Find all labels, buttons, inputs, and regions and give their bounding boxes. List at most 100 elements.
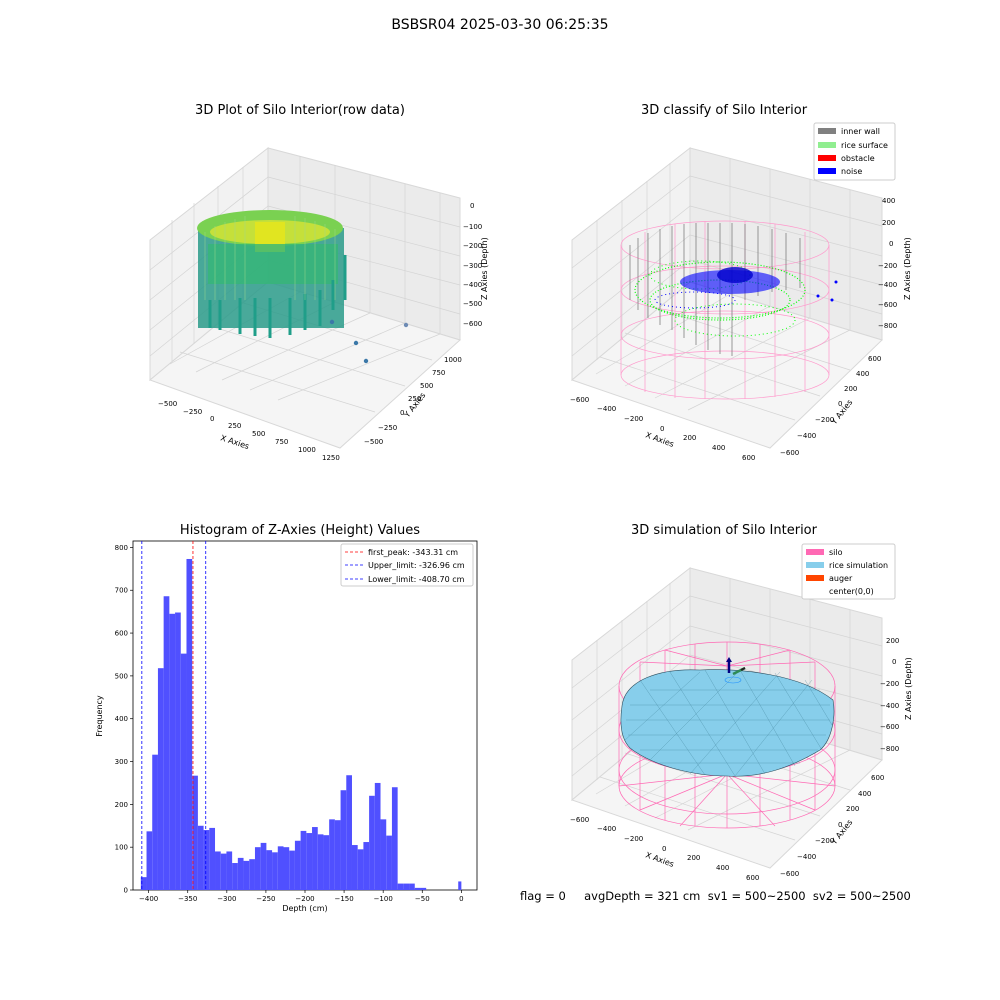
legend-swatch-rice-surface	[818, 142, 836, 148]
simulation-ytick: 0	[838, 821, 842, 829]
legend-label: obstacle	[841, 154, 875, 163]
histogram-bar	[272, 852, 278, 890]
histogram-bar	[420, 887, 427, 890]
histogram-ytick-label: 600	[115, 630, 128, 638]
histogram-bar	[317, 834, 324, 890]
simulation-legend: silo rice simulation auger center(0,0)	[801, 543, 896, 600]
classify-ytick: 0	[838, 400, 842, 408]
raw-xtick: 750	[275, 438, 288, 446]
histogram-legend: first_peak: -343.31 cm Upper_limit: -326…	[340, 543, 474, 587]
histogram-bar	[209, 827, 216, 890]
histogram-ytick-label: 100	[115, 844, 128, 852]
classify-xlabel: X Axies	[644, 430, 675, 449]
classify-ytick: −200	[815, 416, 834, 424]
simulation-ztick: −600	[880, 723, 899, 731]
histogram-bars	[140, 558, 462, 890]
histogram-bar	[351, 845, 358, 890]
raw-ztick: −600	[463, 320, 482, 328]
classify-xtick: −600	[570, 396, 589, 404]
classify-ytick: −400	[797, 432, 816, 440]
raw-ytick: 0	[400, 409, 404, 417]
histogram-xtick-label: −250	[256, 895, 275, 903]
classify-xtick: 200	[683, 434, 696, 442]
histogram-ytick-label: 300	[115, 758, 128, 766]
simulation-ytick: −200	[815, 837, 834, 845]
classify-ztick: 0	[889, 240, 893, 248]
histogram-bar	[289, 850, 295, 890]
histogram-bar	[215, 851, 221, 890]
histogram-bar	[357, 849, 364, 890]
histogram-xtick-label: −100	[374, 895, 393, 903]
raw-xtick: 500	[252, 430, 265, 438]
simulation-xtick: 400	[716, 864, 729, 872]
histogram-bar	[363, 842, 370, 890]
histogram-bar	[329, 819, 335, 890]
classify-xtick: −400	[597, 405, 616, 413]
histogram-bar	[243, 860, 250, 890]
simulation-xlabel: X Axies	[644, 850, 675, 869]
histogram-xtick-label: 0	[459, 895, 463, 903]
simulation-ztick: −800	[880, 745, 899, 753]
histogram-bar	[140, 877, 147, 890]
histogram-bar	[220, 853, 227, 890]
simulation-ztick: −400	[880, 702, 899, 710]
legend-swatch-auger	[806, 575, 824, 581]
classify-noise	[654, 267, 838, 309]
classify-ztick: −800	[878, 322, 897, 330]
histogram-vlines	[141, 541, 207, 890]
legend-swatch-obstacle	[818, 155, 836, 161]
histogram-xticks: −400 −350 −300 −250 −200 −150 −100 −50 0	[139, 890, 464, 903]
histogram-ylabel: Frequency	[95, 695, 104, 737]
histogram-bar	[152, 754, 158, 890]
histogram-bar	[300, 830, 307, 890]
simulation-rice-surface	[620, 669, 835, 777]
simulation-ztick: −200	[880, 680, 899, 688]
histogram-bar	[197, 825, 204, 890]
classify-xtick: 400	[712, 444, 725, 452]
legend-swatch-inner-wall	[818, 128, 836, 134]
simulation-xtick: −400	[597, 825, 616, 833]
legend-label: noise	[841, 167, 862, 176]
classify-plot-title: 3D classify of Silo Interior	[640, 103, 808, 118]
simulation-ytick: −600	[780, 870, 799, 878]
histogram-bar	[237, 857, 244, 890]
figure-suptitle: BSBSR04 2025-03-30 06:25:35	[391, 17, 609, 33]
histogram-bar	[260, 842, 267, 890]
classify-zlabel: Z Axies (Depth)	[903, 237, 912, 300]
classify-ytick: 400	[856, 370, 869, 378]
histogram-bar	[340, 790, 347, 890]
histogram-bar	[380, 819, 387, 890]
simulation-zlabel: Z Axies (Depth)	[904, 657, 913, 720]
histogram-ytick-label: 800	[115, 544, 128, 552]
classify-ztick: −200	[878, 262, 897, 270]
histogram-xtick-label: −400	[139, 895, 158, 903]
histogram-bar	[175, 612, 181, 890]
histogram-bar	[163, 596, 170, 890]
legend-label: first_peak: -343.31 cm	[368, 548, 458, 557]
histogram-bar	[312, 827, 318, 890]
classify-ztick: 400	[882, 197, 895, 205]
histogram-bar	[323, 835, 330, 890]
histogram-ytick-label: 200	[115, 801, 128, 809]
histogram-bar	[458, 881, 462, 890]
raw-xtick: 250	[228, 422, 241, 430]
raw-ztick: 0	[470, 202, 474, 210]
histogram-bar	[203, 830, 210, 890]
raw-ytick: 750	[432, 369, 445, 377]
raw-ztick: −100	[463, 223, 482, 231]
status-readout: flag = 0 avgDepth = 321 cm sv1 = 500~250…	[520, 889, 911, 903]
classify-ytick: 200	[844, 385, 857, 393]
raw-xlabel: X Axies	[219, 433, 250, 451]
histogram-bar	[306, 833, 313, 890]
raw-zlabel: Z Axies (Depth)	[480, 237, 489, 300]
histogram-bar	[374, 782, 381, 890]
histogram-bar	[409, 883, 415, 890]
simulation-xtick: 600	[746, 874, 759, 882]
auger-icon	[724, 657, 746, 684]
classify-legend: inner wall rice surface obstacle noise	[813, 122, 896, 181]
classify-xtick: 600	[742, 454, 755, 462]
histogram-bar	[414, 887, 421, 890]
legend-label: inner wall	[841, 127, 880, 136]
histogram-bar	[157, 668, 164, 890]
